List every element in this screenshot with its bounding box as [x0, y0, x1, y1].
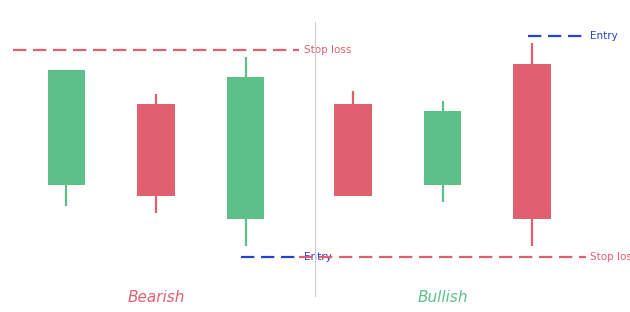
Bar — [424, 111, 461, 185]
Bar — [47, 70, 85, 185]
Text: Entry: Entry — [304, 251, 331, 261]
Bar — [227, 77, 265, 219]
Bar — [513, 64, 551, 219]
Text: Stop loss: Stop loss — [590, 251, 630, 261]
Text: Bearish: Bearish — [127, 290, 185, 305]
Bar — [137, 104, 175, 196]
Text: Stop loss: Stop loss — [304, 45, 351, 55]
Text: Bullish: Bullish — [417, 290, 468, 305]
Bar — [334, 104, 372, 196]
Text: Entry: Entry — [590, 32, 618, 41]
